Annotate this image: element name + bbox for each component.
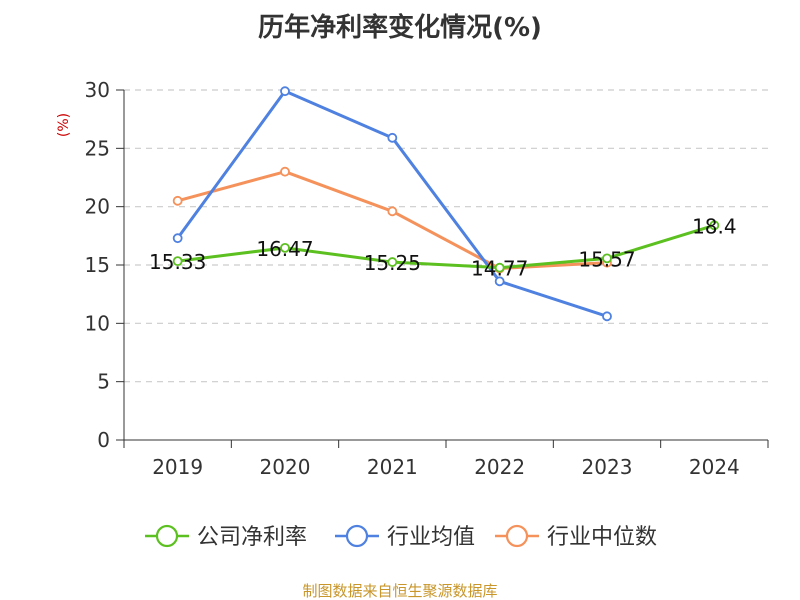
legend-marker <box>345 524 369 548</box>
data-point <box>280 86 290 97</box>
legend-marker <box>155 524 179 548</box>
data-point <box>172 195 183 206</box>
x-tick-label: 2019 <box>152 455 203 479</box>
series-lines <box>172 86 720 322</box>
y-tick-label: 10 <box>85 311 110 335</box>
data-label: 14.77 <box>471 257 528 281</box>
legend-label: 行业均值 <box>387 525 475 550</box>
data-point <box>280 166 290 177</box>
x-tick-label: 2022 <box>474 455 525 479</box>
y-tick-label: 0 <box>97 428 110 452</box>
x-tick-label: 2020 <box>260 455 311 479</box>
data-label: 18.4 <box>692 214 737 238</box>
x-tick-label: 2021 <box>367 455 418 479</box>
legend-marker <box>505 524 529 548</box>
series-line <box>176 89 608 318</box>
data-point <box>494 262 505 273</box>
y-tick-label: 15 <box>85 253 110 277</box>
source-note: 制图数据来自恒生聚源数据库 <box>302 582 497 600</box>
chart-title: 历年净利率变化情况(%) <box>258 12 542 43</box>
legend: 公司净利率 行业均值 行业中位数 <box>145 524 657 550</box>
data-point <box>387 206 398 217</box>
data-label: 16.47 <box>256 237 313 261</box>
data-point <box>494 276 505 287</box>
x-tick-label: 2023 <box>582 455 633 479</box>
data-point <box>172 233 183 244</box>
y-tick-label: 5 <box>97 370 110 394</box>
grid-lines <box>124 89 768 383</box>
data-label: 15.25 <box>364 251 421 275</box>
data-point <box>387 132 398 143</box>
data-point <box>709 220 720 231</box>
y-axis-unit-label: (%) <box>56 113 72 137</box>
data-point <box>387 257 398 267</box>
data-label: 15.33 <box>149 250 206 274</box>
y-tick-label: 20 <box>85 195 110 219</box>
y-tick-label: 30 <box>85 78 110 102</box>
legend-label: 公司净利率 <box>197 525 307 550</box>
data-point <box>172 256 183 267</box>
data-point <box>602 311 612 322</box>
legend-label: 行业中位数 <box>547 525 657 550</box>
y-tick-label: 25 <box>85 136 110 160</box>
x-tick-label: 2024 <box>689 455 740 479</box>
axes: 0 5 10 15 20 25 30 2019 2020 2021 2022 2023 2024 <box>85 78 769 479</box>
series-line <box>177 223 715 270</box>
data-label: 15.57 <box>578 247 635 271</box>
data-labels: 15.33 16.47 15.25 14.77 15.57 18.4 <box>149 214 737 280</box>
data-point <box>602 253 612 264</box>
data-point <box>280 242 290 253</box>
